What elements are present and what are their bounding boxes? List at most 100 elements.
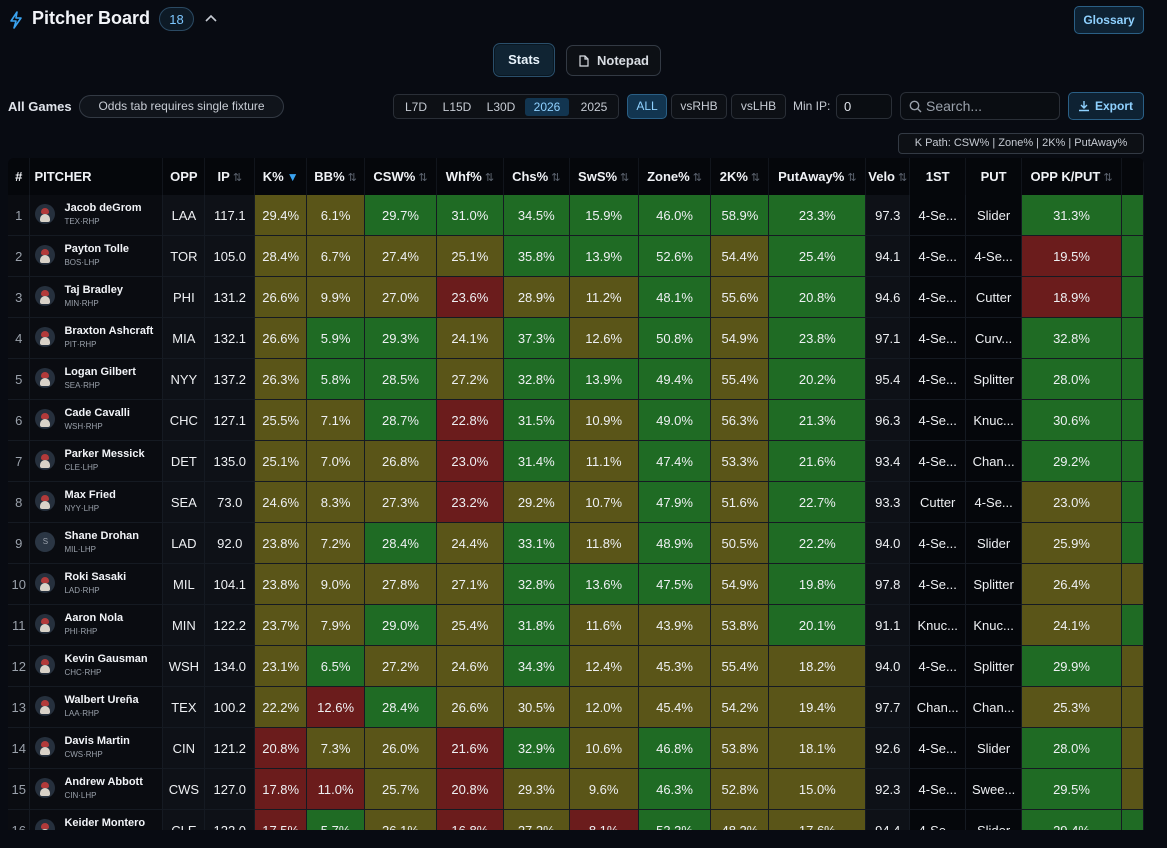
sort-icon[interactable]: ⇅ [347,172,357,184]
col-header-7[interactable]: Whf% ⇅ [436,158,504,195]
col-header-3[interactable]: IP ⇅ [204,158,256,195]
table-row[interactable]: 10 Roki Sasaki LAD·RHP MIL 104.1 23.8% 9.0% 27.… [8,563,1144,605]
pitcher-cell[interactable]: Keider MonteroDET·RHP [29,809,164,830]
stat-cell: 26.6% [254,317,308,359]
table-row[interactable]: 14 Davis Martin CWS·RHP CIN 121.2 20.8% 7.3% 26… [8,727,1144,769]
pitcher-name[interactable]: Parker Messick [64,448,145,460]
col-header-6[interactable]: CSW% ⇅ [364,158,437,195]
search-input[interactable]: Search... [900,92,1060,120]
overflow-cell [1121,604,1144,646]
pitcher-name[interactable]: Keider Montero [64,817,146,829]
pitcher-name[interactable]: Aaron Nola [64,612,124,624]
sort-icon[interactable]: ⇅ [750,172,761,184]
rank-cell: 9 [8,522,31,564]
sort-icon[interactable]: ⇅ [620,172,630,184]
table-row[interactable]: 9 S Shane Drohan MIL·LHP LAD 92.0 23.8% 7.2% 28.… [8,522,1144,564]
pitcher-name[interactable]: Davis Martin [64,735,130,747]
pitcher-cell[interactable]: Taj Bradley MIN·RHP [29,276,164,318]
chevron-up-icon[interactable] [204,13,218,23]
table-row[interactable]: 13 Walbert Ureña LAA·RHP TEX 100.2 22.2% 12.6%… [8,686,1144,728]
col-header-4[interactable]: K% ▼ [254,158,308,195]
pitcher-name[interactable]: Payton Tolle [64,243,130,255]
table-row[interactable]: 8 Max Fried NYY·LHP SEA 73.0 24.6% 8.3% 27.3% 23… [8,481,1144,523]
table-row[interactable]: 12 Kevin Gausman CHC·RHP WSH 134.0 23.1% 6.5% 2… [8,645,1144,687]
table-row[interactable]: 3 Taj Bradley MIN·RHP PHI 131.2 26.6% 9.9% 27.0… [8,276,1144,318]
pitcher-name[interactable]: Walbert Ureña [64,694,139,706]
col-header-11[interactable]: 2K% ⇅ [710,158,770,195]
sort-icon[interactable]: ⇅ [692,172,702,184]
pitcher-cell[interactable]: S Shane Drohan MIL·LHP [29,522,164,564]
pitcher-cell[interactable]: Andrew Abbott CIN·LHP [29,768,164,810]
bottom-edge [0,830,1167,848]
pitcher-name[interactable]: Jacob deGrom [64,202,142,214]
opp-cell: CIN [162,727,206,769]
period-l7d[interactable]: L7D [404,100,427,114]
table-row[interactable]: 4 Braxton Ashcraft PIT·RHP MIA 132.1 26.6% 5.9… [8,317,1144,359]
pitcher-cell[interactable]: Cade Cavalli WSH·RHP [29,399,164,441]
sort-icon[interactable]: ⇅ [484,172,495,184]
glossary-button[interactable]: Glossary [1074,6,1144,34]
col-header-8[interactable]: Chs% ⇅ [503,158,570,195]
col-header-10[interactable]: Zone% ⇅ [638,158,712,195]
pitcher-name[interactable]: Roki Sasaki [64,571,127,583]
pitcher-cell[interactable]: Davis Martin CWS·RHP [29,727,164,769]
col-header-12[interactable]: PutAway% ⇅ [768,158,867,195]
pitcher-cell[interactable]: Logan Gilbert SEA·RHP [29,358,164,400]
period-l30d[interactable]: L30D [486,100,516,114]
table-row[interactable]: 5 Logan Gilbert SEA·RHP NYY 137.2 26.3% 5.8% 28… [8,358,1144,400]
sort-icon[interactable]: ⇅ [232,172,243,184]
opp-kput-cell: 19.5% [1021,235,1122,277]
overflow-cell [1121,522,1144,564]
pitcher-team-hand: NYY·LHP [64,504,100,513]
col-header-16[interactable]: OPP K/PUT ⇅ [1021,158,1122,195]
period-l15d[interactable]: L15D [442,100,472,114]
period-2026[interactable]: 2026 [525,98,569,116]
min-ip-input[interactable]: 0 [836,94,892,119]
split-all[interactable]: ALL [627,94,667,119]
sort-icon[interactable]: ⇅ [847,172,857,184]
pitcher-cell[interactable]: Payton Tolle BOS·LHP [29,235,164,277]
tab-stats[interactable]: Stats [493,43,555,77]
pitcher-name[interactable]: Taj Bradley [64,284,123,296]
pitcher-table-container[interactable]: # PITCHER OPP IP ⇅ K% ▼ BB% ⇅ CSW% ⇅ Whf% ⇅ Chs% ⇅ SwS%… [8,158,1144,830]
pitcher-cell[interactable]: Jacob deGrom TEX·RHP [29,195,164,236]
pitcher-cell[interactable]: Aaron Nola PHI·RHP [29,604,164,646]
ip-cell: 135.0 [204,440,256,482]
col-header-5[interactable]: BB% ⇅ [306,158,366,195]
split-vsrhb[interactable]: vsRHB [671,94,727,119]
pitcher-cell[interactable]: Max Fried NYY·LHP [29,481,164,523]
pitcher-cell[interactable]: Parker Messick CLE·LHP [29,440,164,482]
pitcher-name[interactable]: Braxton Ashcraft [64,325,154,337]
pitcher-cell[interactable]: Walbert Ureña LAA·RHP [29,686,164,728]
table-row[interactable]: 15 Andrew Abbott CIN·LHP CWS 127.0 17.8% 11.0%… [8,768,1144,810]
split-vslhb[interactable]: vsLHB [731,94,786,119]
first-pitch-cell: 4-Se... [909,768,967,810]
table-row[interactable]: 16 Keider MonteroDET·RHP CLE122.017.5%5.7%… [8,809,1144,830]
pitcher-name[interactable]: Logan Gilbert [64,366,136,378]
sort-desc-icon[interactable]: ▼ [286,170,299,184]
pitcher-name[interactable]: Max Fried [64,489,116,501]
sort-icon[interactable]: ⇅ [898,172,908,184]
velo-cell: 95.4 [865,358,911,400]
pitcher-name[interactable]: Kevin Gausman [64,653,148,665]
sort-icon[interactable]: ⇅ [418,172,428,184]
pitcher-name[interactable]: Shane Drohan [64,530,140,542]
pitcher-name[interactable]: Andrew Abbott [64,776,143,788]
pitcher-cell[interactable]: Kevin Gausman CHC·RHP [29,645,164,687]
table-row[interactable]: 11 Aaron Nola PHI·RHP MIN 122.2 23.7% 7.9% 29.0… [8,604,1144,646]
table-row[interactable]: 7 Parker Messick CLE·LHP DET 135.0 25.1% 7.0% 2… [8,440,1144,482]
sort-icon[interactable]: ⇅ [1103,172,1113,184]
pitcher-name[interactable]: Cade Cavalli [64,407,130,419]
table-row[interactable]: 2 Payton Tolle BOS·LHP TOR 105.0 28.4% 6.7% 27.… [8,235,1144,277]
period-2025[interactable]: 2025 [580,100,608,114]
col-header-13[interactable]: Velo ⇅ [865,158,911,195]
tab-notepad[interactable]: Notepad [566,45,661,76]
pitcher-info: Taj Bradley MIN·RHP [64,284,123,310]
table-row[interactable]: 1 Jacob deGrom TEX·RHP LAA 117.1 29.4% 6.1% 29.… [8,195,1144,236]
sort-icon[interactable]: ⇅ [551,172,561,184]
table-row[interactable]: 6 Cade Cavalli WSH·RHP CHC 127.1 25.5% 7.1% 28.… [8,399,1144,441]
col-header-9[interactable]: SwS% ⇅ [569,158,639,195]
pitcher-cell[interactable]: Roki Sasaki LAD·RHP [29,563,164,605]
pitcher-cell[interactable]: Braxton Ashcraft PIT·RHP [29,317,164,359]
export-button[interactable]: Export [1068,92,1144,120]
